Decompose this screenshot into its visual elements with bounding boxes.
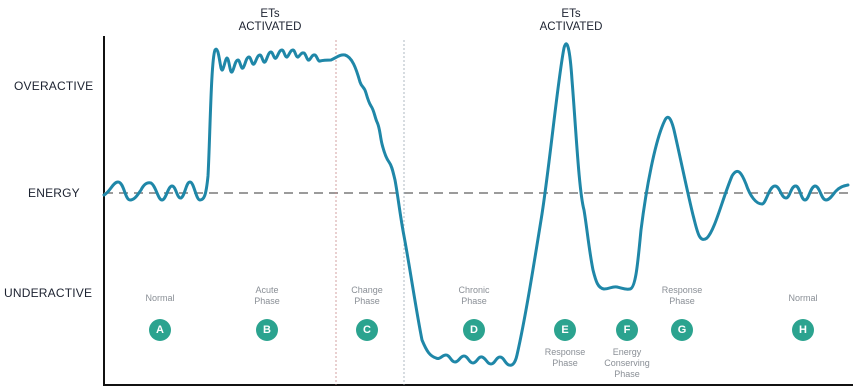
phase-label-b: Acute Phase: [254, 285, 280, 306]
phase-badge-h: H: [792, 319, 814, 341]
annotation-line-1: ETs: [260, 8, 280, 20]
phase-badge-b: B: [256, 319, 278, 341]
annotation-line-1: ETs: [561, 8, 581, 20]
annotation-line-2: ACTIVATED: [238, 21, 302, 33]
phase-label-a: Normal: [145, 293, 175, 303]
phase-badge-e: E: [554, 319, 576, 341]
phase-badge-f: F: [616, 319, 638, 341]
ets-activated-annotation-1: ETs ACTIVATED: [215, 8, 325, 34]
phase-label-f: Energy Conserving Phase: [604, 347, 650, 379]
phase-badge-a: A: [149, 319, 171, 341]
phase-label-h: Normal: [788, 293, 818, 303]
phase-label-e: Response Phase: [544, 347, 586, 368]
annotation-line-2: ACTIVATED: [539, 21, 603, 33]
phase-badge-c: C: [356, 319, 378, 341]
phase-label-d: Chronic Phase: [458, 285, 490, 306]
phase-badge-d: D: [463, 319, 485, 341]
phase-label-c: Change Phase: [351, 285, 383, 306]
y-label-underactive: UNDERACTIVE: [4, 286, 93, 300]
phase-badge-g: G: [671, 319, 693, 341]
ets-activated-annotation-2: ETs ACTIVATED: [516, 8, 626, 34]
energy-curve: [102, 42, 850, 367]
phase-label-g: Response Phase: [661, 285, 703, 306]
y-label-energy: ENERGY: [28, 186, 80, 200]
y-label-overactive: OVERACTIVE: [14, 79, 94, 93]
